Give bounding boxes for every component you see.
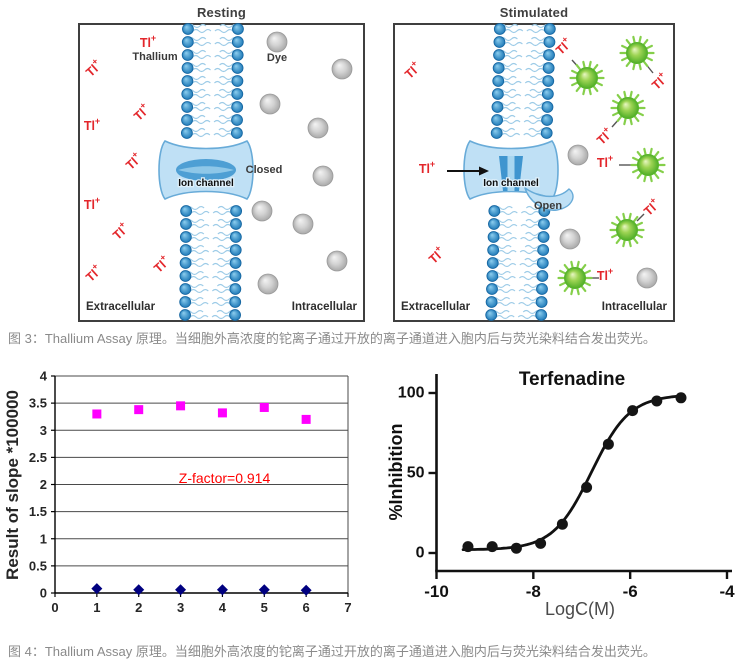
dye-sphere — [636, 267, 658, 289]
zfactor-scatter-chart: 0 0.5 1 1.5 2 2.5 3 3.5 4 0 1 2 3 4 5 6 7 Result of slope… — [3, 369, 352, 616]
figure4-caption: 图 4：Thallium Assay 原理。当细胞外高浓度的铊离子通过开放的离子… — [8, 644, 656, 659]
data-point — [581, 481, 593, 493]
y-tick-label: 100 — [398, 385, 425, 402]
dye-sphere — [307, 117, 329, 139]
data-point — [651, 395, 663, 407]
data-point — [134, 405, 144, 415]
data-point — [216, 584, 228, 596]
data-point — [301, 414, 311, 424]
ion-channel: Ion channel — [463, 140, 574, 211]
data-point — [91, 583, 103, 595]
diagram-annotation: Thallium — [132, 51, 177, 63]
stimulated-panel-title: Stimulated — [499, 5, 569, 20]
x-tick-label: 4 — [219, 600, 227, 615]
resting-panel-title: Resting — [196, 5, 247, 20]
dye-sphere — [326, 250, 348, 272]
dye-sphere — [292, 213, 314, 235]
y-tick-label: 1 — [40, 531, 47, 546]
dye-sphere — [257, 273, 279, 295]
data-point — [259, 402, 269, 412]
y-tick-label: 1.5 — [29, 504, 47, 519]
y-tick-label: 3 — [40, 423, 47, 438]
data-points — [462, 392, 687, 554]
y-tick-label: 50 — [407, 465, 425, 482]
x-tick-label: 3 — [177, 600, 184, 615]
x-tick-label: -10 — [424, 582, 449, 601]
ion-channel-label: Ion channel — [178, 178, 234, 189]
figure3-caption: 图 3：Thallium Assay 原理。当细胞外高浓度的铊离子通过开放的离子… — [8, 331, 656, 346]
extracellular-label: Extracellular — [401, 301, 471, 313]
chart-title: Terfenadine — [519, 369, 625, 390]
dye-sphere — [266, 31, 288, 53]
y-tick-label: 4 — [40, 369, 48, 384]
channel-state-label: Open — [534, 200, 562, 212]
fluorescent-dye-sphere — [609, 212, 645, 248]
data-point — [462, 541, 474, 553]
series-min-signal — [91, 583, 312, 596]
resting-diagram: Ion channel Thallium Dye Closed Extracellula… — [78, 23, 365, 322]
data-point — [258, 584, 270, 596]
zfactor-annotation: Z-factor=0.914 — [179, 470, 271, 486]
dye-sphere — [251, 200, 273, 222]
fluorescent-dye-sphere — [619, 35, 655, 71]
x-tick-label: 0 — [51, 600, 58, 615]
data-point — [133, 584, 145, 596]
x-axis-title: LogC(M) — [545, 599, 615, 619]
series-max-signal — [92, 401, 311, 424]
data-point — [675, 392, 687, 404]
data-point — [510, 542, 522, 554]
dye-sphere — [312, 165, 334, 187]
fluorescent-dye-sphere — [630, 147, 666, 183]
y-tick-label: 2.5 — [29, 450, 47, 465]
y-tick-label: 0 — [416, 545, 425, 562]
x-tick-label: 6 — [303, 600, 310, 615]
y-axis-title: %Inhibition — [386, 424, 406, 521]
data-point — [486, 541, 498, 553]
data-point — [535, 537, 547, 549]
lipid-bilayer-membrane — [485, 23, 556, 321]
stimulated-diagram: Ion channelTl+Tl+Tl+Tl+Tl+Tl+OpenExtrace… — [393, 23, 675, 322]
x-tick-label: 2 — [135, 600, 142, 615]
lipid-bilayer-membrane — [179, 23, 244, 321]
dye-sphere — [331, 58, 353, 80]
data-point — [627, 405, 639, 417]
fluorescent-dye-sphere — [557, 260, 593, 296]
dose-response-chart: 0 50 100 -10 -8 -6 -4 Terfenadine %Inhibition Log… — [386, 369, 735, 619]
y-tick-label: 0.5 — [29, 558, 47, 573]
fit-curve — [461, 394, 683, 551]
plot-area: 0 0.5 1 1.5 2 2.5 3 3.5 4 0 1 2 3 4 5 6 7 — [29, 369, 352, 616]
y-tick-label: 0 — [40, 586, 47, 601]
dye-sphere — [259, 93, 281, 115]
extracellular-label: Extracellular — [86, 301, 156, 313]
data-point — [602, 438, 614, 450]
intracellular-label: Intracellular — [602, 301, 668, 313]
y-axis-title: Result of slope *100000 — [3, 390, 22, 580]
fluorescent-dye-sphere — [569, 60, 605, 96]
intracellular-label: Intracellular — [292, 301, 358, 313]
y-tick-label: 3.5 — [29, 396, 47, 411]
ion-channel: Ion channel — [158, 140, 254, 200]
ion-entry-arrowhead — [479, 166, 489, 176]
fluorescent-dye-sphere — [610, 90, 646, 126]
x-tick-label: -4 — [719, 582, 735, 601]
x-tick-label: 5 — [261, 600, 268, 615]
data-point — [556, 518, 568, 530]
data-point — [175, 584, 187, 596]
y-tick-label: 2 — [40, 477, 47, 492]
dye-sphere — [559, 228, 581, 250]
diagram-annotation: Dye — [267, 52, 287, 64]
x-tick-label: -8 — [526, 582, 541, 601]
x-tick-label: 7 — [344, 600, 351, 615]
x-tick-label: 1 — [93, 600, 100, 615]
data-point — [92, 409, 102, 419]
open-channel-flap — [523, 186, 574, 211]
data-point — [217, 408, 227, 418]
ion-channel-label: Ion channel — [483, 178, 539, 189]
dye-sphere — [567, 144, 589, 166]
channel-state-label: Closed — [246, 164, 283, 176]
x-tick-label: -6 — [623, 582, 638, 601]
data-point — [300, 584, 312, 596]
data-point — [176, 401, 186, 411]
